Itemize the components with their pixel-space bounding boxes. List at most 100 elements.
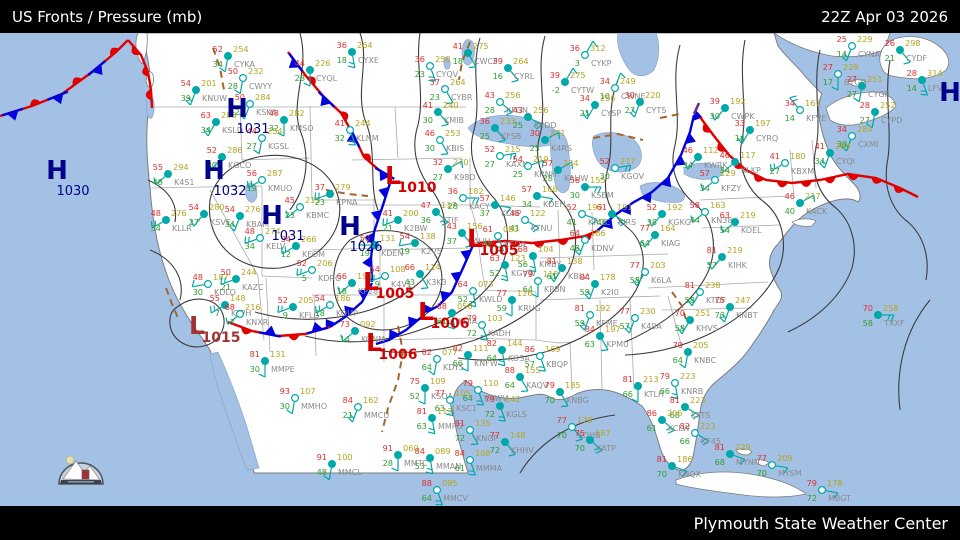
svg-text:64: 64 [523,284,533,294]
svg-text:CYBR: CYBR [451,93,473,102]
pswc-logo-icon [57,447,105,487]
svg-text:64: 64 [458,279,468,289]
svg-text:34: 34 [600,76,610,86]
svg-text:30: 30 [250,364,260,374]
svg-text:073: 073 [478,279,494,289]
svg-text:19: 19 [400,246,410,256]
svg-text:KLLR: KLLR [172,224,192,233]
svg-text:223: 223 [680,371,696,381]
svg-text:KMUO: KMUO [268,184,292,193]
svg-text:37: 37 [315,182,325,192]
svg-text:52: 52 [207,145,217,155]
svg-text:L: L [467,224,483,253]
svg-text:28: 28 [860,100,870,110]
svg-text:54: 54 [400,231,410,241]
svg-text:197: 197 [605,324,621,334]
svg-text:K98D: K98D [454,173,476,182]
svg-text:34: 34 [683,160,693,170]
svg-text:264: 264 [450,77,466,87]
svg-text:203: 203 [650,260,666,270]
svg-text:63: 63 [201,110,211,120]
svg-text:82: 82 [680,421,690,431]
svg-text:182: 182 [468,186,484,196]
svg-text:KDIA: KDIA [458,317,478,326]
svg-text:KFZY: KFZY [721,184,741,193]
svg-text:46: 46 [597,217,607,227]
svg-text:217: 217 [620,156,636,166]
svg-text:155: 155 [590,175,606,185]
svg-text:5: 5 [302,273,307,283]
svg-text:KNXR: KNXR [246,318,269,327]
svg-text:131: 131 [380,233,396,243]
svg-text:77: 77 [757,453,767,463]
svg-text:28: 28 [543,173,553,183]
svg-text:39: 39 [493,56,503,66]
svg-text:KBAM: KBAM [246,220,269,229]
svg-text:MMCU: MMCU [364,411,389,420]
svg-text:192: 192 [667,202,683,212]
svg-text:CYQL: CYQL [316,74,338,83]
svg-text:MYNN: MYNN [736,458,760,467]
svg-text:CYKP: CYKP [591,59,612,68]
svg-text:KTDF: KTDF [706,296,727,305]
svg-text:1006: 1006 [379,347,418,363]
svg-text:23: 23 [285,210,295,220]
svg-text:KCKP: KCKP [501,209,522,218]
svg-text:060: 060 [403,443,419,453]
svg-text:88: 88 [505,365,515,375]
svg-text:25: 25 [513,120,523,130]
svg-text:81: 81 [250,349,260,359]
svg-text:82: 82 [487,338,497,348]
svg-text:CYPD: CYPD [881,116,902,125]
svg-text:K6LA: K6LA [651,276,672,285]
svg-text:KWRK: KWRK [704,161,728,170]
svg-text:219: 219 [533,154,549,164]
svg-text:100: 100 [337,452,353,462]
svg-text:KNUW: KNUW [202,94,227,103]
svg-text:244: 244 [355,118,371,128]
svg-text:41: 41 [335,118,345,128]
svg-text:TXXF: TXXF [883,319,905,328]
svg-text:1030: 1030 [56,184,89,199]
svg-text:30: 30 [600,171,610,181]
svg-text:64: 64 [487,353,497,363]
svg-text:14: 14 [735,133,745,143]
svg-text:H: H [939,78,960,108]
svg-text:KSDA: KSDA [504,240,526,249]
svg-text:083: 083 [503,224,519,234]
svg-text:234: 234 [563,158,579,168]
svg-text:32: 32 [335,133,345,143]
svg-text:70: 70 [557,430,567,440]
svg-text:55: 55 [210,293,220,303]
svg-text:68: 68 [518,244,528,254]
svg-text:19: 19 [360,248,370,258]
svg-text:206: 206 [317,258,333,268]
svg-text:43: 43 [405,277,415,287]
svg-text:27: 27 [485,159,495,169]
svg-text:KBLV: KBLV [568,272,588,281]
svg-text:CYTW: CYTW [571,86,594,95]
svg-text:KDNV: KDNV [591,244,614,253]
svg-text:37: 37 [447,236,457,246]
svg-text:39: 39 [181,93,191,103]
svg-text:77: 77 [620,306,630,316]
svg-text:34: 34 [201,125,211,135]
svg-text:KATP: KATP [596,444,616,453]
svg-text:63: 63 [585,339,595,349]
svg-text:229: 229 [857,34,873,44]
svg-text:KNBT: KNBT [736,311,758,320]
svg-text:36: 36 [421,215,431,225]
svg-text:58: 58 [690,200,700,210]
svg-text:KAQV: KAQV [526,381,549,390]
svg-text:41: 41 [770,151,780,161]
svg-text:30: 30 [425,143,435,153]
svg-text:34: 34 [700,183,710,193]
svg-text:185: 185 [565,380,581,390]
svg-text:258: 258 [883,303,899,313]
svg-text:KGSL: KGSL [268,142,290,151]
svg-text:34: 34 [785,98,795,108]
svg-text:66: 66 [623,389,633,399]
svg-text:27: 27 [860,115,870,125]
svg-text:123: 123 [510,253,526,263]
svg-text:61: 61 [437,316,447,326]
